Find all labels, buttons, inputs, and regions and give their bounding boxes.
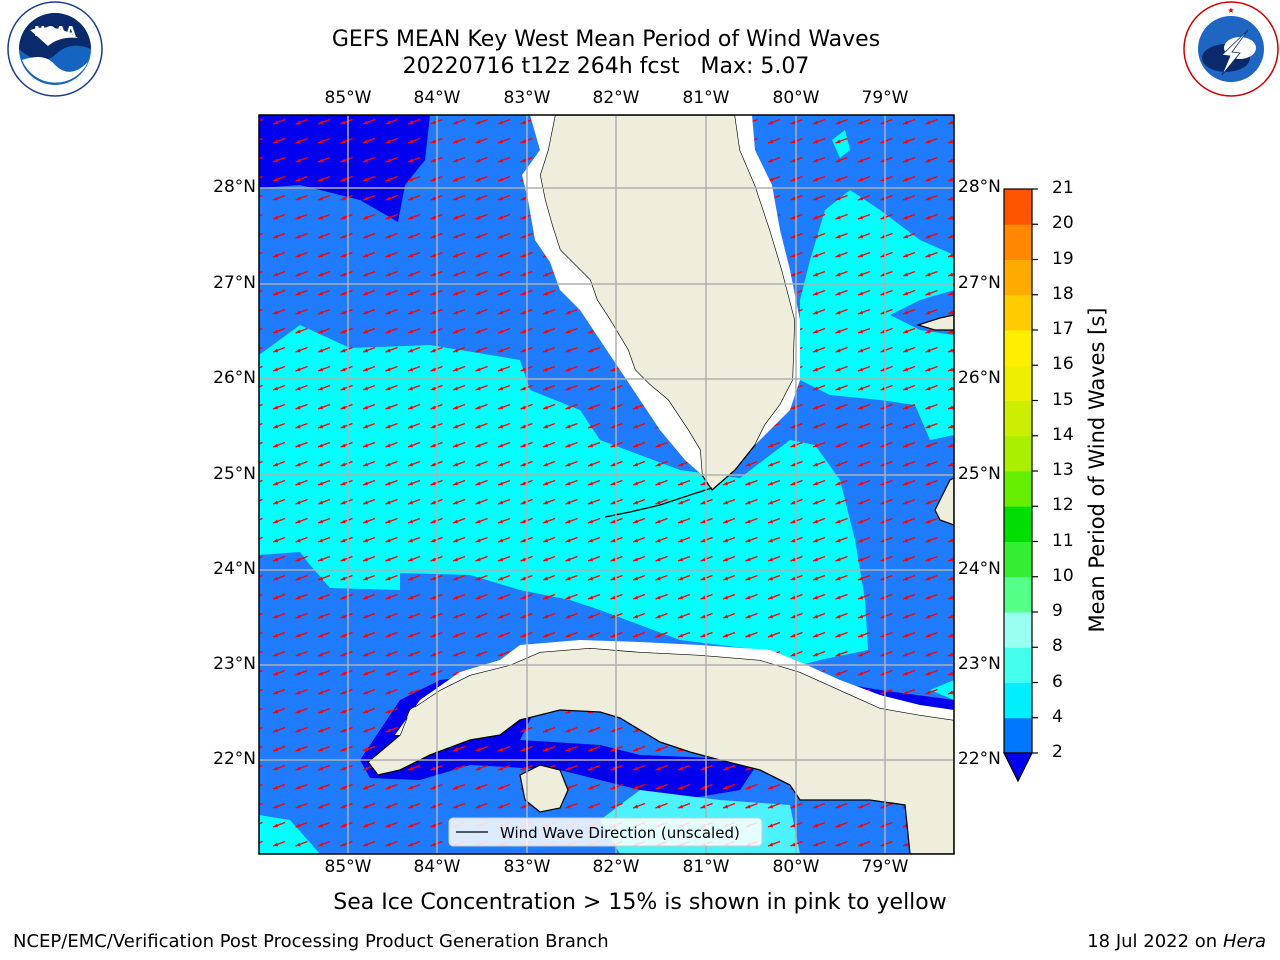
footer-date-text: 18 Jul 2022 on	[1087, 931, 1218, 952]
svg-text:★: ★	[1227, 6, 1234, 15]
gridlines	[259, 115, 954, 854]
lon-label-top: 84°W	[413, 88, 461, 108]
lat-label-right: 24°N	[958, 559, 1001, 579]
colorbar-title: Mean Period of Wind Waves [s]	[1085, 307, 1109, 633]
colorbar-tick-label: 12	[1052, 495, 1074, 516]
lat-label-left: 22°N	[213, 749, 256, 769]
lon-label-top: 83°W	[503, 88, 551, 108]
colorbar-segment	[1004, 682, 1032, 719]
lat-label-left: 24°N	[213, 559, 256, 579]
colorbar-tick-label: 2	[1052, 742, 1063, 762]
bahamas-andros	[934, 477, 954, 526]
colorbar-tick-label: 21	[1052, 178, 1074, 198]
colorbar-segment	[1004, 435, 1032, 472]
lat-label-left: 28°N	[213, 177, 256, 197]
colorbar-segment	[1004, 506, 1032, 542]
colorbar-tick-label: 11	[1052, 530, 1074, 551]
colorbar-tick-label: 20	[1052, 213, 1074, 234]
lat-label-left: 26°N	[213, 368, 256, 388]
lat-label-left: 27°N	[213, 273, 256, 293]
colorbar-segment	[1004, 471, 1032, 507]
lon-label-bottom: 81°W	[682, 857, 730, 877]
lat-label-right: 26°N	[958, 368, 1001, 388]
lon-label-bottom: 84°W	[413, 857, 461, 877]
colorbar-tick-label: 4	[1052, 706, 1063, 727]
map-legend: Wind Wave Direction (unscaled)	[448, 817, 763, 847]
colorbar-segment	[1004, 330, 1032, 366]
lat-label-left: 25°N	[213, 464, 256, 484]
legend-label: Wind Wave Direction (unscaled)	[500, 824, 740, 842]
lon-label-bottom: 79°W	[861, 857, 909, 877]
colorbar-segment	[1004, 189, 1032, 225]
lat-label-right: 25°N	[958, 464, 1001, 484]
lat-label-left: 23°N	[213, 654, 256, 674]
map-frame	[258, 114, 955, 855]
footer-credit: NCEP/EMC/Verification Post Processing Pr…	[13, 931, 609, 952]
lon-label-top: 81°W	[682, 88, 730, 108]
colorbar-segment	[1004, 647, 1032, 683]
colorbar-segment	[1004, 612, 1032, 648]
colorbar-segment	[1004, 259, 1032, 296]
colorbar-tick-label: 15	[1052, 389, 1074, 410]
lon-label-bottom: 83°W	[503, 857, 551, 877]
coast-margin-fl-west	[522, 115, 702, 475]
colorbar-tick-label: 16	[1052, 354, 1074, 375]
lon-label-bottom: 82°W	[592, 857, 640, 877]
coast-margin-fl-east	[735, 115, 800, 445]
footer-date: 18 Jul 2022 on Hera	[1087, 931, 1266, 952]
colorbar	[1003, 188, 1038, 783]
lat-label-right: 28°N	[958, 177, 1001, 197]
colorbar-segment	[1004, 365, 1032, 401]
colorbar-tick-label: 17	[1052, 319, 1074, 339]
colorbar-segment	[1004, 717, 1032, 754]
colorbar-segment	[1004, 224, 1032, 260]
colorbar-segment	[1004, 541, 1032, 578]
bahamas-grand	[915, 314, 954, 331]
colorbar-segment	[1004, 294, 1032, 331]
colorbar-tick-label: 13	[1052, 460, 1074, 480]
chart-subtitle-forecast: 20220716 t12z 264h fcst Max: 5.07	[402, 54, 810, 79]
florida-keys	[604, 487, 713, 518]
noaa-logo: NOAA	[7, 1, 103, 97]
lon-label-top: 85°W	[324, 88, 372, 108]
coast-margin-cuba	[395, 640, 954, 735]
map-area	[259, 115, 954, 854]
colorbar-tick-label: 10	[1052, 565, 1074, 586]
colorbar-under-extension	[1003, 752, 1033, 783]
lat-label-right: 23°N	[958, 654, 1001, 674]
noaa-logo-text: NOAA	[34, 25, 76, 40]
lon-label-bottom: 80°W	[772, 857, 820, 877]
footer-machine: Hera	[1222, 931, 1266, 952]
colorbar-tick-label: 9	[1052, 601, 1063, 621]
lon-label-bottom: 85°W	[324, 857, 372, 877]
colorbar-tick-label: 19	[1052, 248, 1074, 269]
lat-label-right: 27°N	[958, 273, 1001, 293]
nws-logo: ★	[1183, 1, 1279, 97]
sea-ice-note: Sea Ice Concentration > 15% is shown in …	[333, 890, 947, 915]
lon-label-top: 82°W	[592, 88, 640, 108]
lon-label-top: 80°W	[772, 88, 820, 108]
lat-label-right: 22°N	[958, 749, 1001, 769]
colorbar-tick-label: 14	[1052, 424, 1074, 445]
colorbar-tick-label: 8	[1052, 636, 1063, 657]
colorbar-tick-label: 6	[1052, 671, 1063, 692]
colorbar-segment	[1004, 400, 1032, 437]
lon-label-top: 79°W	[861, 88, 909, 108]
colorbar-tick-label: 18	[1052, 283, 1074, 304]
chart-title: GEFS MEAN Key West Mean Period of Wind W…	[331, 27, 881, 52]
colorbar-segment	[1004, 576, 1032, 613]
